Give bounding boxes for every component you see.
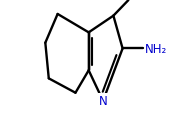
Text: NH₂: NH₂ — [144, 43, 167, 56]
Text: N: N — [99, 94, 107, 107]
